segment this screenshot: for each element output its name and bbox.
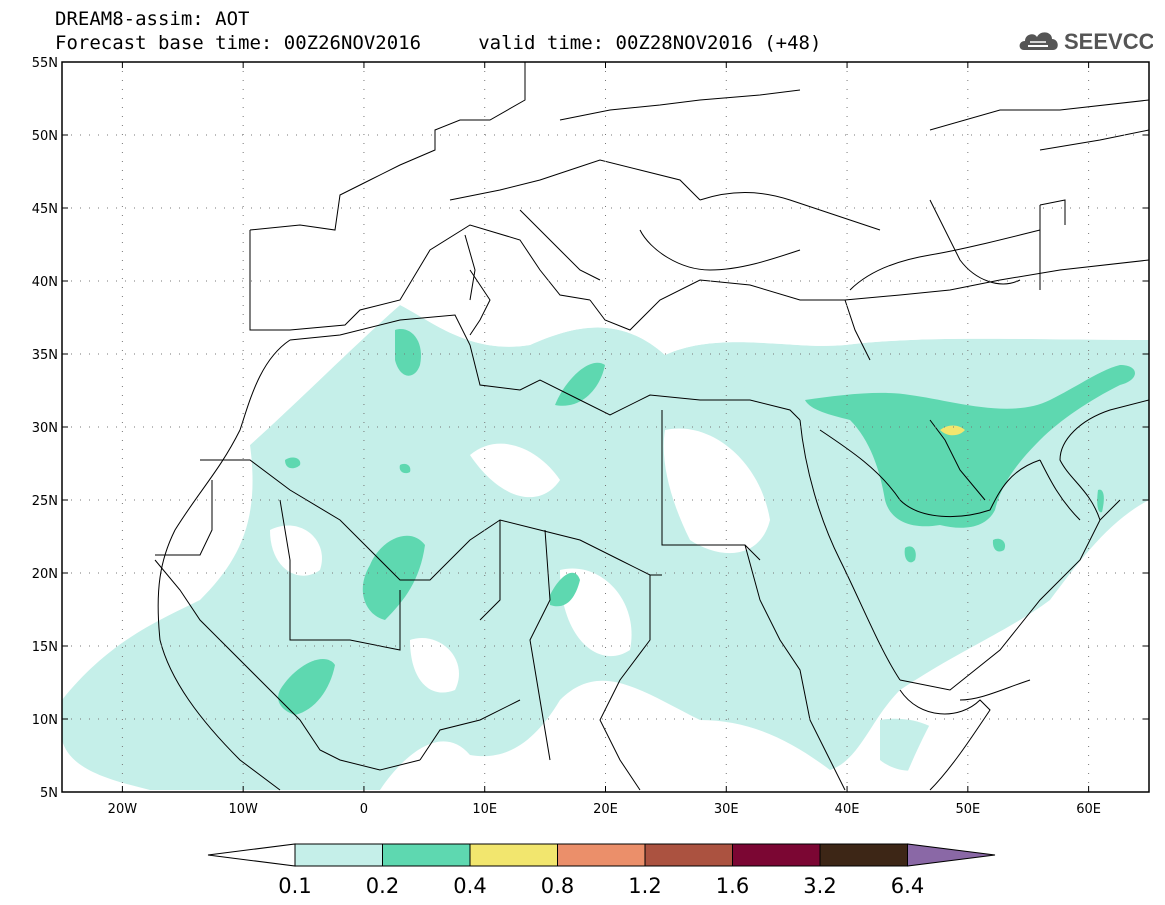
colorbar-level-label: 0.8 [541, 874, 574, 898]
aot-colorbar [207, 843, 996, 867]
colorbar-high-arrow [907, 843, 996, 867]
lat-label: 25N [32, 494, 58, 509]
colorbar-segment [644, 843, 733, 867]
colorbar-level-label: 1.2 [628, 874, 661, 898]
colorbar-level-label: 6.4 [891, 874, 924, 898]
lat-label: 50N [32, 129, 58, 144]
latitude-labels: 55N 50N 45N 40N 35N 30N 25N 20N 15N 10N 5N [32, 56, 58, 801]
colorbar-level-label: 0.2 [366, 874, 399, 898]
lon-label: 20W [108, 802, 138, 817]
map-title: DREAM8-assim: AOT [55, 8, 250, 30]
longitude-labels: 20W 10W 0 10E 20E 30E 40E 50E 60E [108, 802, 1101, 817]
aot-shading [62, 62, 1149, 790]
colorbar-level-label: 0.1 [278, 874, 311, 898]
cloud-icon [1019, 32, 1058, 50]
lon-label: 0 [360, 802, 368, 817]
colorbar-segment [294, 843, 383, 867]
lat-label: 30N [32, 421, 58, 436]
colorbar-segment [469, 843, 558, 867]
lat-label: 40N [32, 275, 58, 290]
coastlines-borders [154, 62, 1149, 791]
colorbar-level-label: 1.6 [716, 874, 749, 898]
colorbar-segment [732, 843, 821, 867]
lat-label: 5N [40, 786, 58, 801]
lon-label: 60E [1076, 802, 1101, 817]
colorbar-segment [819, 843, 908, 867]
colorbar-level-label: 0.4 [453, 874, 486, 898]
lat-label: 15N [32, 640, 58, 655]
colorbar-low-arrow [207, 843, 296, 867]
colorbar-level-label: 3.2 [803, 874, 836, 898]
lat-label: 55N [32, 56, 58, 71]
axis-ticks [62, 61, 1149, 793]
lat-label: 10N [32, 713, 58, 728]
logo-text: SEEVCCC [1064, 29, 1153, 54]
lat-label: 20N [32, 567, 58, 582]
lon-label: 30E [714, 802, 739, 817]
lon-label: 20E [593, 802, 618, 817]
lon-label: 40E [835, 802, 860, 817]
lat-label: 45N [32, 202, 58, 217]
colorbar-labels: 0.1 0.2 0.4 0.8 1.2 1.6 3.2 6.4 [278, 874, 924, 898]
colorbar-segment [382, 843, 471, 867]
lon-label: 10E [472, 802, 497, 817]
lon-label: 50E [955, 802, 980, 817]
lon-label: 10W [228, 802, 258, 817]
forecast-time-info: Forecast base time: 00Z26NOV2016 valid t… [55, 32, 822, 54]
colorbar-segment [557, 843, 646, 867]
lat-label: 35N [32, 348, 58, 363]
seevccc-logo: SEEVCCC [1019, 29, 1153, 54]
